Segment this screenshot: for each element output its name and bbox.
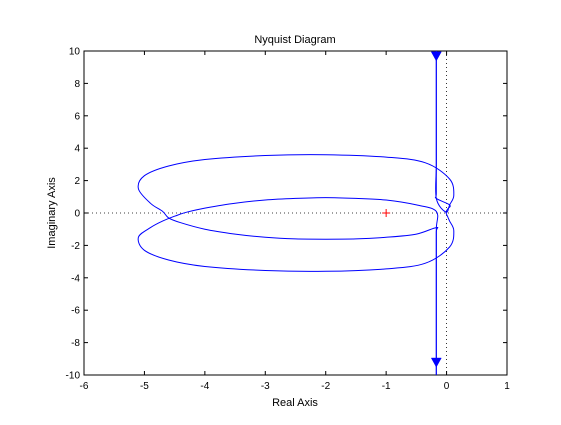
axis-ticks <box>83 50 508 376</box>
y-tick-label: -8 <box>71 338 80 349</box>
x-axis-label: Real Axis <box>272 397 318 409</box>
y-tick-label: 4 <box>74 144 80 155</box>
direction-arrow-1 <box>430 51 442 62</box>
y-tick-label: 0 <box>74 209 80 220</box>
x-tick-label: -3 <box>261 381 270 392</box>
y-tick-label: -10 <box>66 371 81 382</box>
y-tick-label: 8 <box>74 79 80 90</box>
x-tick-label: -2 <box>321 381 330 392</box>
x-tick-label: 0 <box>444 381 450 392</box>
critical-point-marker <box>382 209 391 217</box>
y-tick-label: 2 <box>74 176 80 187</box>
chart-title: Nyquist Diagram <box>254 34 335 46</box>
nyquist-curve-2 <box>137 51 455 375</box>
y-axis-label: Imaginary Axis <box>46 177 58 249</box>
x-tick-label: 1 <box>504 381 510 392</box>
y-tick-label: -4 <box>71 273 80 284</box>
y-tick-label: 10 <box>69 47 81 58</box>
x-tick-label: -4 <box>200 381 209 392</box>
x-tick-label: -1 <box>382 381 391 392</box>
markers <box>382 51 442 368</box>
y-tick-label: 6 <box>74 111 80 122</box>
x-tick-label: -6 <box>80 381 89 392</box>
plot-area <box>83 50 508 376</box>
y-tick-label: -2 <box>71 241 80 252</box>
x-tick-label: -5 <box>140 381 149 392</box>
series-group <box>137 51 455 375</box>
y-tick-label: -6 <box>71 306 80 317</box>
direction-arrow-2 <box>430 357 442 368</box>
reference-lines <box>84 51 507 375</box>
nyquist-curve-1 <box>137 51 455 375</box>
